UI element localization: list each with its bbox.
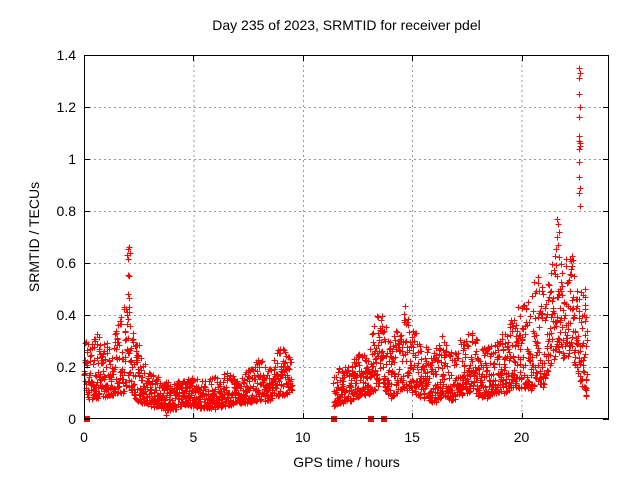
y-tick-label: 0.2	[56, 359, 76, 375]
x-tick-label: 10	[294, 429, 311, 445]
y-tick-label: 0	[68, 411, 76, 427]
y-tick-label: 0.4	[56, 307, 76, 323]
y-tick-label: 1.2	[56, 99, 76, 115]
grid-lines	[84, 55, 609, 419]
axis-ticks	[84, 55, 609, 420]
x-tick-label: 20	[513, 429, 530, 445]
y-axis-label: SRMTID / TECUs	[26, 181, 42, 293]
plot-border	[84, 55, 609, 419]
x-axis-label: GPS time / hours	[293, 454, 400, 470]
x-tick-label: 0	[80, 429, 88, 445]
data-points-plus	[81, 65, 591, 419]
y-tick-label: 1.4	[56, 47, 76, 63]
x-tick-label: 15	[404, 429, 420, 445]
y-tick-label: 0.8	[56, 203, 76, 219]
y-tick-label: 0.6	[56, 255, 76, 271]
plot-area	[81, 55, 609, 422]
y-tick-label: 1	[68, 151, 76, 167]
chart-title: Day 235 of 2023, SRMTID for receiver pde…	[212, 17, 481, 33]
x-tick-label: 5	[189, 429, 198, 445]
